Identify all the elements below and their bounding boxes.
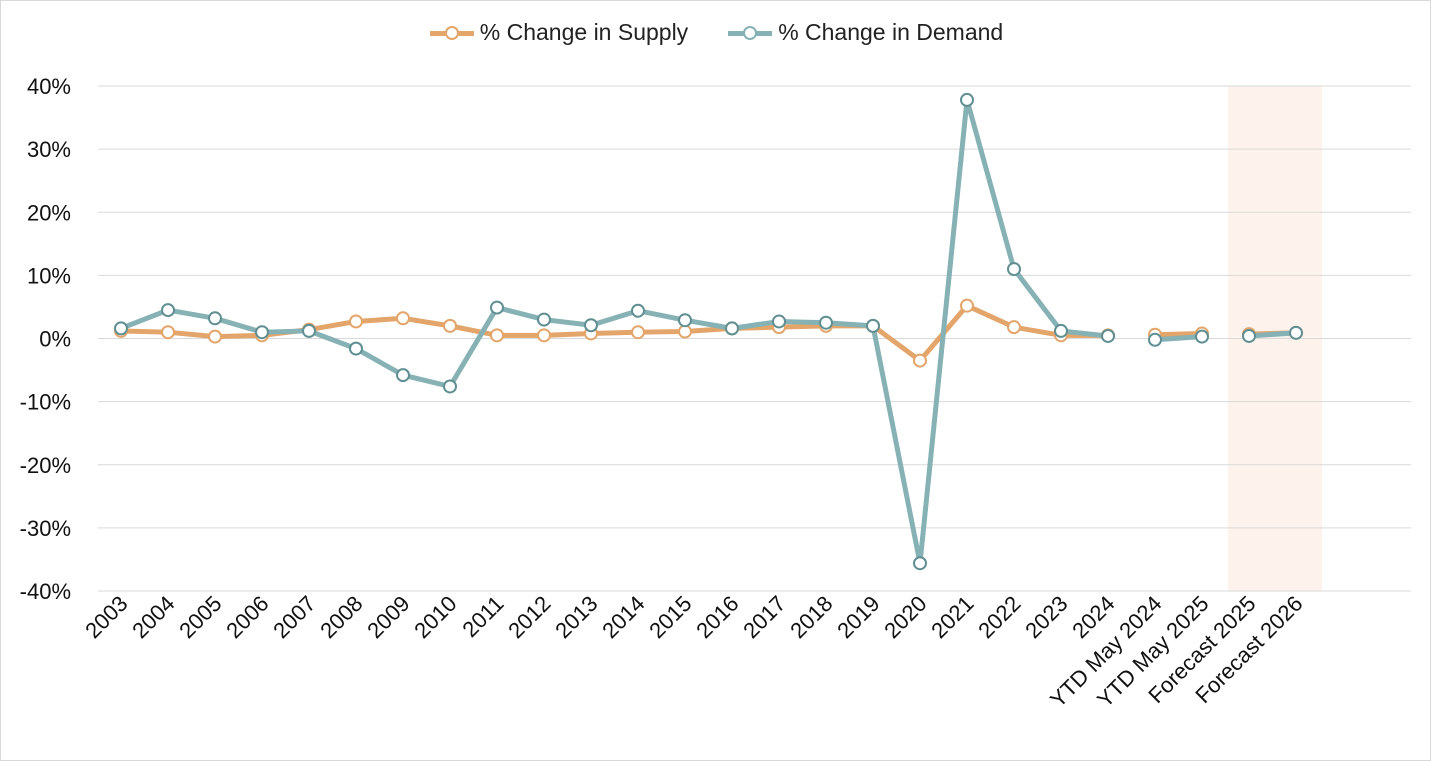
demand-data-point bbox=[1289, 325, 1303, 340]
supply-series-line bbox=[1152, 330, 1205, 338]
x-tick-label: 2012 bbox=[503, 591, 555, 643]
y-tick-label: 10% bbox=[27, 263, 71, 288]
legend: % Change in Supply % Change in Demand bbox=[1, 19, 1431, 46]
demand-data-point bbox=[772, 314, 786, 329]
demand-data-point bbox=[255, 325, 269, 340]
demand-data-point bbox=[208, 311, 222, 326]
legend-item-supply: % Change in Supply bbox=[429, 19, 689, 46]
demand-data-point bbox=[678, 313, 692, 328]
demand-data-point bbox=[1054, 323, 1068, 338]
x-tick-label: 2019 bbox=[832, 591, 884, 643]
supply-legend-marker-icon bbox=[429, 25, 474, 40]
x-tick-label: 2008 bbox=[315, 591, 367, 643]
y-tick-label: 0% bbox=[39, 327, 71, 352]
demand-data-point bbox=[490, 300, 504, 315]
x-tick-label: 2022 bbox=[973, 591, 1025, 643]
demand-data-point bbox=[396, 368, 410, 383]
y-tick-label: 30% bbox=[27, 137, 71, 162]
supply-data-point bbox=[1007, 320, 1021, 335]
x-tick-label: 2021 bbox=[926, 591, 978, 643]
x-tick-label: 2017 bbox=[738, 591, 790, 643]
supply-data-point bbox=[208, 329, 222, 344]
demand-data-point bbox=[302, 323, 316, 338]
x-tick-label: 2013 bbox=[550, 591, 602, 643]
supply-data-point bbox=[349, 314, 363, 329]
demand-data-point bbox=[725, 321, 739, 336]
demand-data-point bbox=[1242, 328, 1256, 343]
x-tick-label: 2004 bbox=[127, 591, 179, 643]
demand-data-point bbox=[584, 318, 598, 333]
demand-data-point bbox=[866, 318, 880, 333]
supply-data-point bbox=[537, 328, 551, 343]
x-tick-label: 2009 bbox=[362, 591, 414, 643]
legend-label-supply: % Change in Supply bbox=[479, 19, 689, 45]
demand-data-point bbox=[114, 321, 128, 336]
x-tick-label: 2023 bbox=[1020, 591, 1072, 643]
y-tick-label: -10% bbox=[20, 390, 71, 415]
supply-data-point bbox=[396, 311, 410, 326]
y-tick-label: 40% bbox=[27, 74, 71, 99]
demand-data-point bbox=[1007, 262, 1021, 277]
x-tick-label: 2014 bbox=[597, 591, 649, 643]
y-tick-label: -40% bbox=[20, 579, 71, 604]
demand-data-point bbox=[631, 303, 645, 318]
x-tick-label: 2010 bbox=[409, 591, 461, 643]
x-tick-label: 2016 bbox=[691, 591, 743, 643]
y-tick-label: -20% bbox=[20, 453, 71, 478]
y-tick-label: -30% bbox=[20, 516, 71, 541]
demand-data-point bbox=[349, 341, 363, 356]
x-tick-label: 2003 bbox=[80, 591, 132, 643]
x-tick-label: 2018 bbox=[785, 591, 837, 643]
legend-item-demand: % Change in Demand bbox=[728, 19, 1003, 46]
demand-series-line bbox=[1246, 330, 1299, 339]
supply-data-point bbox=[960, 298, 974, 313]
demand-data-point bbox=[161, 303, 175, 318]
x-tick-label: 2006 bbox=[221, 591, 273, 643]
supply-data-point bbox=[678, 324, 692, 339]
demand-series-line bbox=[118, 97, 1111, 566]
demand-data-point bbox=[913, 556, 927, 571]
demand-data-point bbox=[1195, 329, 1209, 344]
demand-data-point bbox=[1101, 328, 1115, 343]
x-tick-label: 2020 bbox=[879, 591, 931, 643]
legend-label-demand: % Change in Demand bbox=[778, 19, 1004, 45]
supply-data-point bbox=[490, 328, 504, 343]
supply-data-point bbox=[631, 325, 645, 340]
supply-data-point bbox=[161, 325, 175, 340]
demand-data-point bbox=[537, 312, 551, 327]
x-tick-label: 2011 bbox=[457, 591, 508, 642]
demand-data-point bbox=[1148, 332, 1162, 347]
x-tick-label: 2007 bbox=[268, 591, 320, 643]
supply-data-point bbox=[443, 318, 457, 333]
demand-data-point bbox=[819, 315, 833, 330]
y-tick-label: 20% bbox=[27, 200, 71, 225]
demand-series-line bbox=[1152, 334, 1205, 343]
supply-data-point bbox=[913, 353, 927, 368]
x-tick-label: 2005 bbox=[174, 591, 226, 643]
demand-data-point bbox=[443, 379, 457, 394]
demand-legend-marker-icon bbox=[728, 25, 773, 40]
x-tick-label: 2015 bbox=[644, 591, 696, 643]
demand-data-point bbox=[960, 92, 974, 107]
